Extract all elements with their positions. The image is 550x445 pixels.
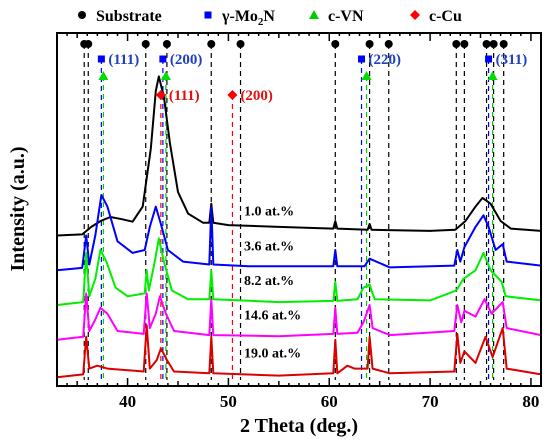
legend-label-2: c-VN: [328, 8, 364, 25]
vn-marker-2: [361, 71, 372, 80]
cu-marker-0: [155, 90, 166, 100]
substrate-marker-2: [141, 40, 150, 48]
x-tick-label-4: 80: [522, 392, 539, 411]
cu-label-0: (111): [169, 88, 200, 104]
mo2n-marker-1: [159, 55, 167, 63]
vn-marker-1: [160, 71, 171, 80]
vn-marker-3: [487, 71, 498, 80]
series-line-3: [56, 292, 542, 341]
substrate-marker-1: [84, 40, 93, 48]
x-tick-label-3: 70: [422, 392, 439, 411]
substrate-marker-7: [365, 40, 374, 48]
substrate-marker-4: [207, 40, 216, 48]
x-tick-label-2: 60: [321, 392, 338, 411]
substrate-marker-11: [482, 40, 491, 48]
x-axis: 40 50 60 70 80: [66, 33, 542, 411]
series-label-4: 19.0 at.%: [244, 346, 301, 361]
x-tick-label-0: 40: [119, 392, 136, 411]
series-group: [56, 75, 542, 379]
substrate-marker-8: [384, 40, 393, 48]
mo2n-label-0: (111): [108, 52, 139, 68]
vn-marker-0: [98, 71, 109, 80]
substrate-marker-6: [331, 40, 340, 48]
cu-label-1: (200): [240, 88, 273, 104]
mo2n-marker-0: [97, 55, 105, 63]
legend-marker-0: [78, 11, 86, 19]
x-tick-label-1: 50: [220, 392, 237, 411]
mo2n-label-2: (220): [369, 52, 402, 68]
substrate-marker-5: [236, 40, 245, 48]
series-label-0: 1.0 at.%: [244, 205, 294, 220]
mo2n-marker-3: [485, 55, 493, 63]
mo2n-label-3: (311): [496, 52, 528, 68]
y-axis-label: Intensity (a.u.): [7, 146, 29, 271]
sample-labels: 1.0 at.% 3.6 at.% 8.2 at.% 14.6 at.% 19.0 at…: [244, 205, 301, 362]
reference-peak-markers: (111) (200) (220) (311) (111) (200): [80, 40, 527, 104]
series-line-0: [56, 75, 542, 237]
x-axis-label: 2 Theta (deg.): [240, 415, 358, 437]
legend-marker-2: [309, 10, 319, 19]
substrate-marker-12: [489, 40, 498, 48]
legend-label-0: Substrate: [96, 8, 162, 25]
mo2n-marker-2: [358, 55, 366, 63]
substrate-marker-10: [460, 40, 469, 48]
legend-marker-3: [410, 10, 420, 20]
substrate-marker-13: [499, 40, 508, 48]
series-label-2: 8.2 at.%: [244, 274, 294, 289]
cu-marker-1: [227, 90, 238, 100]
substrate-marker-9: [452, 40, 461, 48]
series-label-1: 3.6 at.%: [244, 239, 294, 254]
chart-legend: Substrate γ-Mo2N c-VN c-Cu: [78, 8, 462, 28]
series-line-2: [56, 237, 542, 306]
legend-label-3: c-Cu: [429, 8, 462, 25]
series-line-1: [56, 194, 542, 272]
substrate-marker-3: [162, 40, 171, 48]
legend-marker-1: [204, 11, 212, 19]
series-label-3: 14.6 at.%: [244, 309, 301, 324]
series-line-4: [56, 324, 542, 379]
legend-label-1: γ-Mo2N: [221, 8, 275, 28]
mo2n-label-1: (200): [170, 52, 203, 68]
